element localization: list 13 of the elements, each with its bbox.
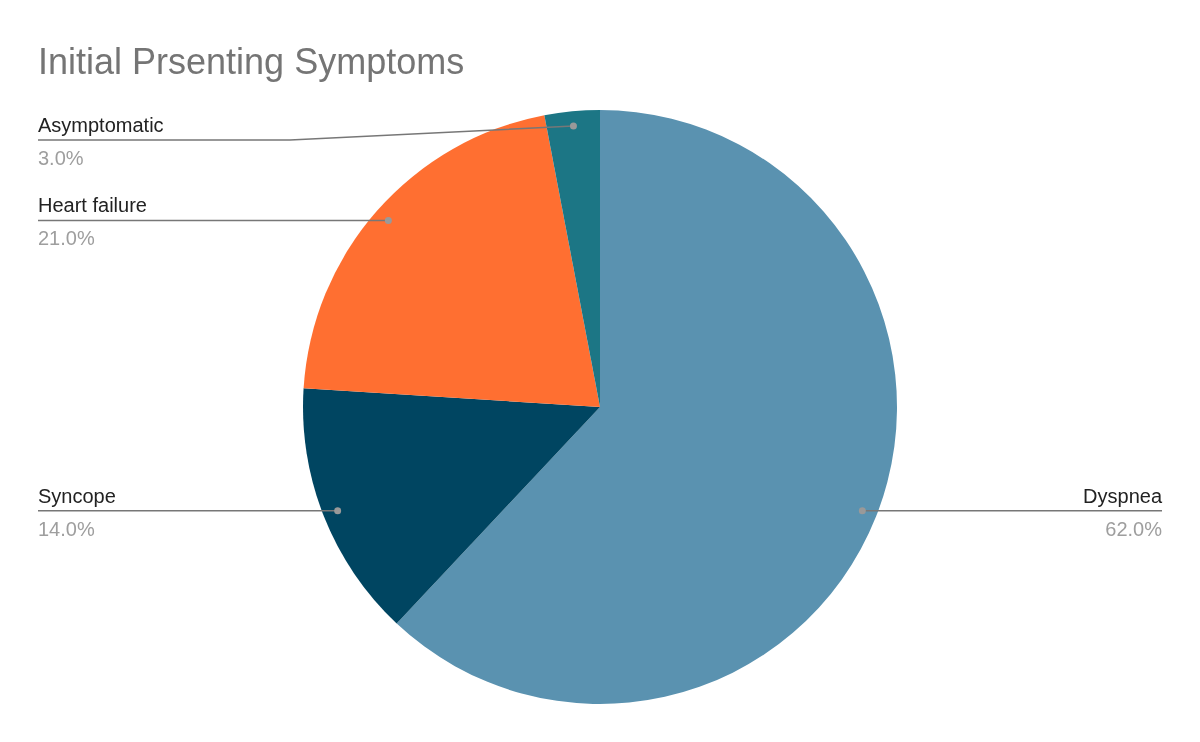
- slice-label: Dyspnea: [1083, 484, 1163, 507]
- slice-label: Heart failure: [38, 194, 147, 217]
- data-label: 14.0%: [38, 517, 95, 540]
- pie-slice: [544, 110, 600, 407]
- data-label: 3.0%: [38, 147, 84, 169]
- pie-slice: [303, 388, 600, 624]
- pie-slice: [303, 115, 600, 407]
- pie-slice: [396, 110, 897, 704]
- slice-label: Asymptomatic: [38, 114, 164, 136]
- chart-title: Initial Prsenting Symptoms: [38, 41, 465, 82]
- data-label: 62.0%: [1105, 517, 1163, 540]
- data-label: 21.0%: [38, 227, 95, 250]
- slice-label: Syncope: [38, 484, 116, 507]
